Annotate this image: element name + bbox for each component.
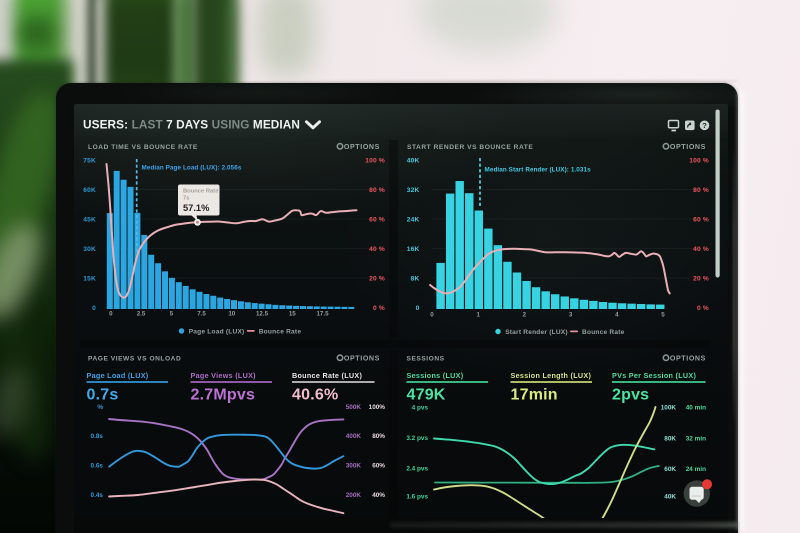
svg-text:15K: 15K <box>83 275 96 282</box>
svg-text:400K: 400K <box>346 433 362 440</box>
svg-text:8K: 8K <box>411 275 420 282</box>
svg-text:Bounce Rate (LUX): Bounce Rate (LUX) <box>292 371 362 380</box>
svg-text:100%: 100% <box>369 404 386 411</box>
svg-text:Bounce Rate: Bounce Rate <box>259 329 302 336</box>
svg-text:24K: 24K <box>407 216 420 223</box>
svg-text:40K: 40K <box>407 157 420 164</box>
svg-text:20 %: 20 % <box>693 275 709 282</box>
svg-text:16K: 16K <box>407 246 420 253</box>
svg-text:1.6 pvs: 1.6 pvs <box>406 493 428 500</box>
svg-text:2: 2 <box>523 312 527 319</box>
svg-text:Bounce Rate: Bounce Rate <box>183 189 219 195</box>
svg-text:0.4s: 0.4s <box>91 492 104 499</box>
svg-text:4 pvs: 4 pvs <box>412 404 429 411</box>
svg-text:300K: 300K <box>346 462 362 469</box>
svg-text:100 %: 100 % <box>365 157 385 164</box>
svg-text:0.8s: 0.8s <box>91 433 104 440</box>
svg-text:2.7Mpvs: 2.7Mpvs <box>191 387 256 404</box>
svg-text:USERS: LAST 7 DAYS USING MEDIA: USERS: LAST 7 DAYS USING MEDIAN <box>83 118 300 132</box>
svg-text:0: 0 <box>416 305 420 312</box>
svg-text:3.2 pvs: 3.2 pvs <box>406 435 428 442</box>
svg-text:Session Length (LUX): Session Length (LUX) <box>511 371 592 380</box>
svg-text:3: 3 <box>569 312 573 319</box>
svg-text:10: 10 <box>228 311 235 318</box>
svg-text:0: 0 <box>109 311 113 318</box>
svg-text:4: 4 <box>615 312 619 319</box>
svg-text:OPTIONS: OPTIONS <box>344 355 380 363</box>
svg-text:Bounce Rate: Bounce Rate <box>582 329 625 336</box>
svg-text:75K: 75K <box>83 157 96 164</box>
svg-text:32 min: 32 min <box>686 435 706 442</box>
svg-text:80%: 80% <box>372 433 385 440</box>
svg-text:0 %: 0 % <box>373 305 385 312</box>
svg-text:PAGE VIEWS VS ONLOAD: PAGE VIEWS VS ONLOAD <box>88 356 181 363</box>
svg-text:24 min: 24 min <box>686 466 706 473</box>
svg-text:32K: 32K <box>407 187 420 194</box>
svg-text:1: 1 <box>476 312 480 319</box>
svg-text:PVs Per Session (LUX): PVs Per Session (LUX) <box>612 371 696 380</box>
svg-text:30K: 30K <box>83 246 96 253</box>
svg-text:60K: 60K <box>664 466 676 473</box>
svg-text:100K: 100K <box>661 404 677 411</box>
svg-text:Page Load (LUX): Page Load (LUX) <box>189 329 245 336</box>
svg-text:40.6%: 40.6% <box>292 387 338 404</box>
svg-text:LOAD TIME VS BOUNCE RATE: LOAD TIME VS BOUNCE RATE <box>88 144 198 151</box>
svg-text:100 %: 100 % <box>689 157 709 164</box>
svg-text:17.5: 17.5 <box>316 311 329 318</box>
svg-text:80K: 80K <box>664 435 676 442</box>
svg-text:Start Render (LUX): Start Render (LUX) <box>505 329 568 336</box>
svg-text:?: ? <box>702 121 707 130</box>
svg-text:12.5: 12.5 <box>256 311 269 318</box>
svg-text:479K: 479K <box>407 387 446 404</box>
svg-text:0.6s: 0.6s <box>91 462 104 469</box>
svg-text:40 min: 40 min <box>686 404 706 411</box>
svg-text:0 %: 0 % <box>697 305 709 312</box>
svg-text:%: % <box>97 404 103 411</box>
svg-text:7s: 7s <box>183 196 189 202</box>
svg-text:15: 15 <box>289 311 296 318</box>
svg-text:0.7s: 0.7s <box>87 387 119 404</box>
svg-text:200K: 200K <box>346 492 362 499</box>
svg-text:0: 0 <box>92 305 96 312</box>
svg-text:17min: 17min <box>511 387 558 404</box>
svg-text:OPTIONS: OPTIONS <box>670 355 706 363</box>
svg-text:60 %: 60 % <box>693 216 709 223</box>
svg-text:57.1%: 57.1% <box>183 203 210 213</box>
svg-text:SESSIONS: SESSIONS <box>407 356 445 363</box>
svg-text:45K: 45K <box>83 216 96 223</box>
svg-text:80 %: 80 % <box>369 187 385 194</box>
svg-text:Sessions (LUX): Sessions (LUX) <box>407 371 464 380</box>
svg-text:60%: 60% <box>372 462 385 469</box>
svg-text:5: 5 <box>661 312 665 319</box>
svg-text:OPTIONS: OPTIONS <box>344 143 380 151</box>
svg-text:START RENDER VS BOUNCE RATE: START RENDER VS BOUNCE RATE <box>407 144 533 151</box>
svg-text:40K: 40K <box>664 493 676 500</box>
svg-text:20 %: 20 % <box>369 275 385 282</box>
svg-text:2.5: 2.5 <box>137 311 146 318</box>
svg-text:500K: 500K <box>346 404 362 411</box>
svg-text:40%: 40% <box>372 492 385 499</box>
svg-text:OPTIONS: OPTIONS <box>670 143 706 151</box>
svg-text:Page Load (LUX): Page Load (LUX) <box>87 371 149 380</box>
svg-text:Page Views (LUX): Page Views (LUX) <box>191 371 257 380</box>
svg-text:0: 0 <box>430 312 434 319</box>
svg-text:60 %: 60 % <box>369 216 385 223</box>
svg-text:2.4 pvs: 2.4 pvs <box>406 465 428 472</box>
svg-text:60K: 60K <box>83 187 96 194</box>
svg-text:7.5: 7.5 <box>197 311 206 318</box>
svg-text:Median Start Render (LUX): 1.0: Median Start Render (LUX): 1.031s <box>485 167 592 174</box>
svg-text:40 %: 40 % <box>369 246 385 253</box>
svg-text:Median Page Load (LUX): 2.056s: Median Page Load (LUX): 2.056s <box>142 165 242 172</box>
svg-text:40 %: 40 % <box>693 246 709 253</box>
svg-text:80 %: 80 % <box>693 187 709 194</box>
svg-text:2pvs: 2pvs <box>612 387 649 404</box>
svg-text:5: 5 <box>170 311 174 318</box>
